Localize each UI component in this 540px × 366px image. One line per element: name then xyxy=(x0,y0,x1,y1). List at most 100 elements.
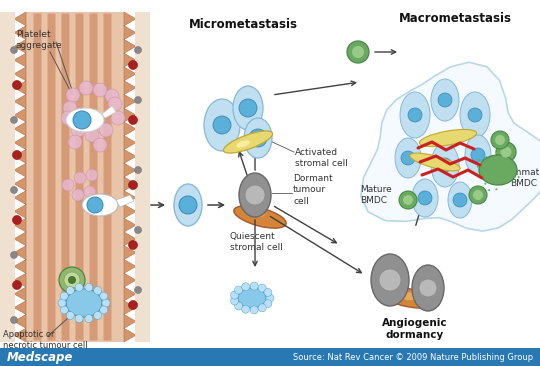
Ellipse shape xyxy=(431,79,459,121)
Polygon shape xyxy=(361,62,540,231)
Circle shape xyxy=(482,172,484,173)
Circle shape xyxy=(264,288,272,296)
Ellipse shape xyxy=(239,173,271,217)
Ellipse shape xyxy=(224,131,273,153)
Circle shape xyxy=(93,138,107,152)
FancyBboxPatch shape xyxy=(26,12,124,342)
Circle shape xyxy=(399,191,417,209)
Circle shape xyxy=(94,287,102,295)
Circle shape xyxy=(438,158,452,172)
Circle shape xyxy=(108,97,122,111)
Circle shape xyxy=(453,193,467,207)
Ellipse shape xyxy=(412,265,444,311)
Circle shape xyxy=(239,99,257,117)
Circle shape xyxy=(75,283,83,291)
Circle shape xyxy=(87,197,103,213)
Circle shape xyxy=(93,83,107,97)
Circle shape xyxy=(12,81,22,90)
Polygon shape xyxy=(116,195,134,207)
Text: Immature
BMDC: Immature BMDC xyxy=(510,168,540,188)
Ellipse shape xyxy=(448,182,472,218)
Circle shape xyxy=(510,164,512,167)
Text: Quiescent
stromal cell: Quiescent stromal cell xyxy=(230,232,283,252)
Circle shape xyxy=(129,300,138,310)
Circle shape xyxy=(134,46,141,53)
Circle shape xyxy=(100,306,108,314)
Circle shape xyxy=(250,306,258,314)
Ellipse shape xyxy=(238,288,266,308)
Circle shape xyxy=(84,186,96,198)
Circle shape xyxy=(234,302,242,310)
Circle shape xyxy=(60,306,68,314)
Text: Activated
stromal cell: Activated stromal cell xyxy=(295,148,348,168)
Circle shape xyxy=(501,183,503,185)
Ellipse shape xyxy=(234,206,286,228)
Ellipse shape xyxy=(237,140,249,148)
Text: Source: Nat Rev Cancer © 2009 Nature Publishing Group: Source: Nat Rev Cancer © 2009 Nature Pub… xyxy=(293,352,533,362)
Text: Angiogenic
dormancy: Angiogenic dormancy xyxy=(382,318,448,340)
Circle shape xyxy=(10,116,17,123)
Circle shape xyxy=(234,286,242,294)
Circle shape xyxy=(488,189,490,191)
Polygon shape xyxy=(124,12,136,342)
Text: Macrometastasis: Macrometastasis xyxy=(399,12,511,25)
Ellipse shape xyxy=(371,254,409,306)
Circle shape xyxy=(111,111,125,125)
Circle shape xyxy=(10,317,17,324)
Circle shape xyxy=(264,300,272,307)
FancyBboxPatch shape xyxy=(135,12,150,342)
Circle shape xyxy=(66,287,75,295)
Circle shape xyxy=(496,152,498,154)
Ellipse shape xyxy=(465,135,491,175)
Circle shape xyxy=(79,81,93,95)
Circle shape xyxy=(512,181,515,183)
Circle shape xyxy=(85,283,93,291)
Text: Platelet
aggregate: Platelet aggregate xyxy=(16,30,63,50)
Circle shape xyxy=(59,267,85,293)
Circle shape xyxy=(71,123,85,137)
Circle shape xyxy=(352,46,364,58)
Text: Micrometastasis: Micrometastasis xyxy=(188,18,298,31)
Circle shape xyxy=(496,142,516,162)
Circle shape xyxy=(469,186,487,204)
Ellipse shape xyxy=(479,155,517,185)
Circle shape xyxy=(505,182,507,184)
Circle shape xyxy=(63,101,77,115)
FancyBboxPatch shape xyxy=(33,14,42,340)
Circle shape xyxy=(419,279,437,297)
Circle shape xyxy=(66,88,80,102)
Polygon shape xyxy=(102,106,116,118)
Ellipse shape xyxy=(431,143,459,187)
Circle shape xyxy=(258,304,266,312)
Circle shape xyxy=(401,151,415,165)
Circle shape xyxy=(495,188,497,190)
Circle shape xyxy=(10,187,17,194)
Ellipse shape xyxy=(82,194,118,216)
Circle shape xyxy=(266,294,274,302)
Circle shape xyxy=(241,283,249,291)
Circle shape xyxy=(73,111,91,129)
Circle shape xyxy=(379,269,401,291)
Circle shape xyxy=(129,180,138,190)
Circle shape xyxy=(484,176,487,178)
Circle shape xyxy=(418,191,432,205)
Circle shape xyxy=(12,280,22,290)
Circle shape xyxy=(129,60,138,70)
Circle shape xyxy=(72,189,84,201)
Circle shape xyxy=(491,156,494,158)
Ellipse shape xyxy=(249,209,265,217)
FancyBboxPatch shape xyxy=(0,12,15,342)
Circle shape xyxy=(74,172,86,184)
Circle shape xyxy=(62,179,74,191)
Ellipse shape xyxy=(66,289,102,317)
Circle shape xyxy=(347,41,369,63)
Circle shape xyxy=(75,315,83,322)
Circle shape xyxy=(473,190,483,200)
Circle shape xyxy=(245,185,265,205)
Circle shape xyxy=(105,89,119,103)
Circle shape xyxy=(134,227,141,234)
Circle shape xyxy=(249,129,267,147)
Circle shape xyxy=(510,159,512,161)
FancyBboxPatch shape xyxy=(0,348,540,366)
Circle shape xyxy=(403,195,413,205)
